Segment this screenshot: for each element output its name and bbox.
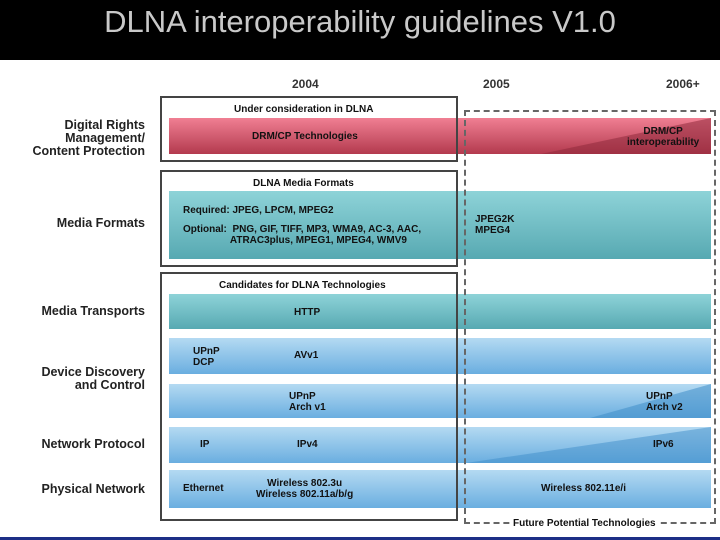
row-label-drm: Digital Rights Management/ Content Prote…	[32, 118, 146, 158]
row-label-device-discovery: Device Discovery and Control	[41, 365, 145, 392]
media-transports-bar	[169, 294, 711, 329]
physical-future-label: Wireless 802.11e/i	[541, 483, 626, 494]
row-label-network-protocol: Network Protocol	[41, 437, 146, 451]
drm-future-label: DRM/CP interoperability	[627, 126, 700, 148]
device-upnp-arch-v2-label: UPnP Arch v2	[646, 391, 683, 413]
diagram-slide: 2004 2005 2006+ Digital Rights Managemen…	[0, 60, 720, 540]
physical-ethernet-label: Ethernet	[183, 483, 224, 494]
device-av-bar	[169, 338, 711, 374]
media-optional-label: Optional: PNG, GIF, TIFF, MP3, WMA9, AC-…	[183, 224, 422, 246]
media-formats-bar	[169, 191, 711, 259]
future-box-title: Future Potential Technologies	[511, 518, 658, 529]
slide-bottom-bar	[0, 537, 720, 540]
device-arch-future-wedge	[590, 384, 711, 418]
device-upnp-arch-label: UPnP Arch v1	[289, 391, 326, 413]
network-ipv6-label: IPv6	[653, 439, 674, 450]
candidates-box-title: Candidates for DLNA Technologies	[219, 280, 386, 291]
row-label-media-transports: Media Transports	[41, 304, 146, 318]
device-av-label: AVv1	[294, 350, 319, 361]
device-upnp-dcp-label: UPnP DCP	[193, 346, 220, 368]
under-consideration-title: Under consideration in DLNA	[234, 104, 374, 115]
network-ipv4-label: IPv4	[297, 439, 318, 450]
slide-title: DLNA interoperability guidelines V1.0	[0, 0, 720, 60]
drm-future-wedge	[541, 118, 711, 154]
network-future-wedge	[466, 427, 711, 463]
row-label-physical-network: Physical Network	[41, 482, 145, 496]
network-ip-label: IP	[200, 439, 210, 450]
year-2004: 2004	[292, 77, 319, 91]
physical-wireless-label: Wireless 802.3u Wireless 802.11a/b/g	[256, 478, 354, 500]
under-consideration-box	[160, 96, 458, 162]
candidates-box	[160, 272, 458, 521]
transports-current-label: HTTP	[294, 307, 321, 318]
physical-network-bar	[169, 470, 711, 508]
media-formats-box	[160, 170, 458, 267]
row-label-media-formats: Media Formats	[56, 216, 145, 230]
media-required-label: Required: JPEG, LPCM, MPEG2	[183, 205, 334, 216]
media-future-label: JPEG2K MPEG4	[475, 214, 515, 236]
media-formats-box-title: DLNA Media Formats	[253, 178, 354, 189]
year-2006: 2006+	[666, 77, 700, 91]
drm-current-label: DRM/CP Technologies	[252, 131, 358, 142]
future-dashed-box	[464, 110, 716, 524]
year-2005: 2005	[483, 77, 510, 91]
